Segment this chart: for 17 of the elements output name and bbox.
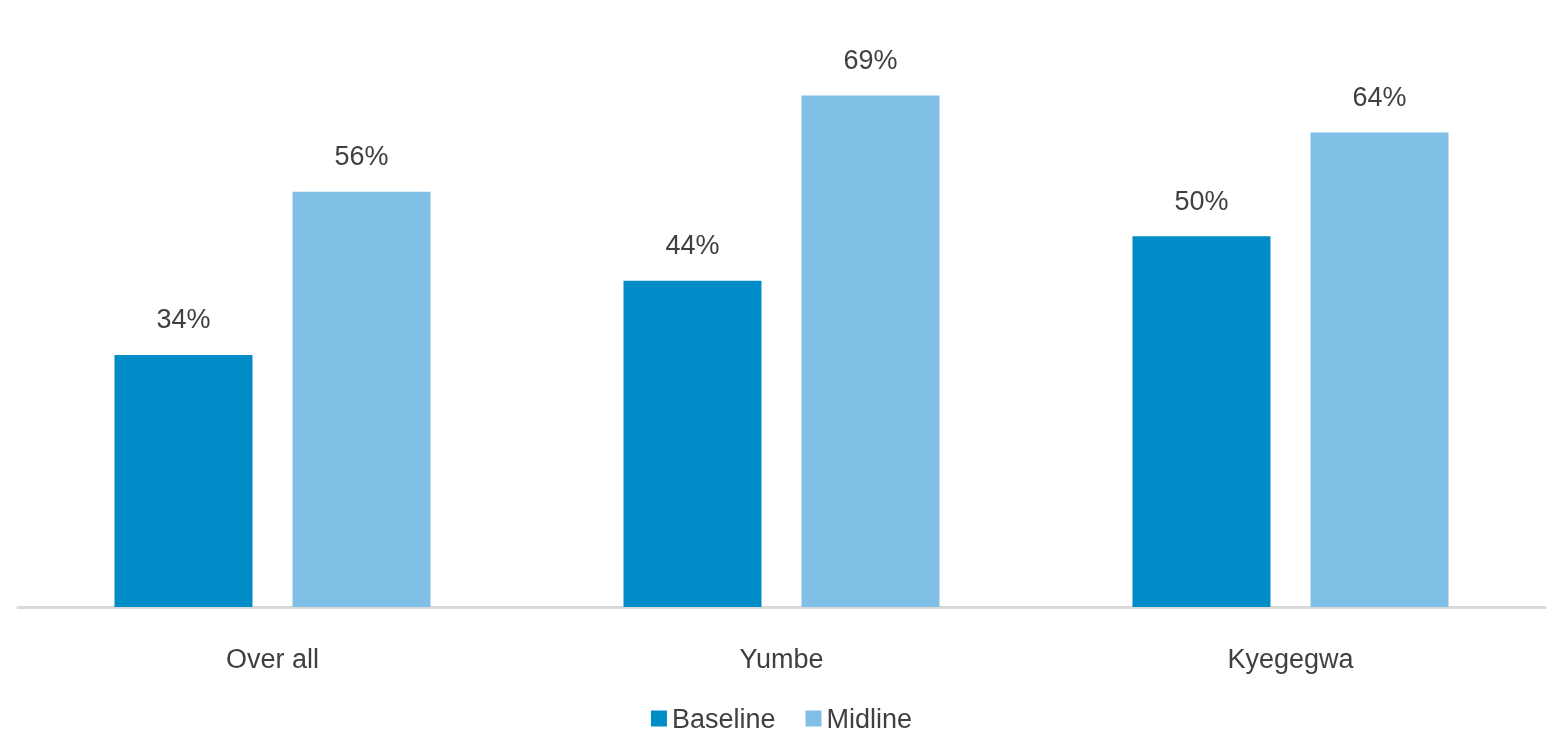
data-label: 64% xyxy=(1352,81,1407,112)
bar xyxy=(1310,132,1449,607)
bar xyxy=(292,191,431,607)
data-label: 69% xyxy=(843,44,898,75)
legend-label: Midline xyxy=(826,703,913,734)
legend-label: Baseline xyxy=(671,703,776,734)
bar xyxy=(114,354,253,607)
bar xyxy=(801,95,940,607)
data-label: 56% xyxy=(334,141,389,172)
x-tick-label: Over all xyxy=(225,643,320,674)
data-label: 34% xyxy=(156,304,211,335)
data-label: 44% xyxy=(665,230,720,261)
data-label: 50% xyxy=(1174,185,1229,216)
bar xyxy=(623,280,762,607)
x-tick-label: Kyegegwa xyxy=(1227,643,1355,674)
bar xyxy=(1132,236,1271,607)
x-tick-label: Yumbe xyxy=(739,643,824,674)
